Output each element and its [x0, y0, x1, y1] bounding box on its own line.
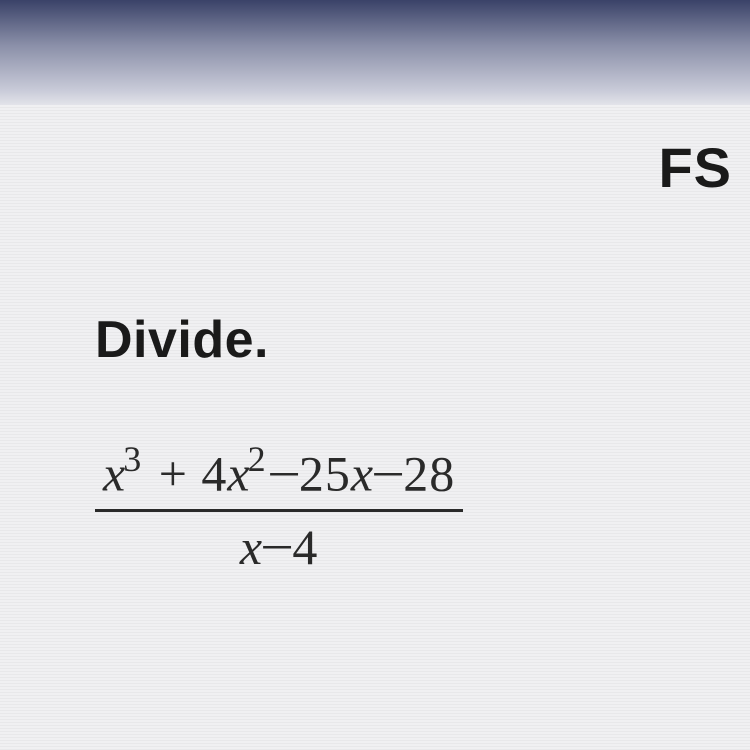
- den-term2-coefficient: 4: [292, 519, 318, 575]
- term1-exponent: 3: [123, 439, 142, 479]
- term3-sign: −: [267, 445, 302, 503]
- term4-sign: −: [371, 445, 406, 503]
- den-term2-sign: −: [260, 518, 295, 576]
- problem-instruction: Divide.: [95, 310, 269, 370]
- term2-sign: +: [145, 446, 201, 502]
- term3-coefficient: 25: [299, 446, 351, 502]
- fraction-bar: [95, 509, 463, 512]
- fraction-expression: x3 + 4x2 − 25x − 28 x − 4: [95, 440, 463, 576]
- numerator: x3 + 4x2 − 25x − 28: [95, 440, 463, 507]
- term4-coefficient: 28: [403, 446, 455, 502]
- term2-coefficient: 4: [201, 446, 227, 502]
- denominator: x − 4: [240, 514, 318, 576]
- term2-exponent: 2: [248, 439, 267, 479]
- content-area: [0, 105, 750, 750]
- header-partial-text: FS: [658, 135, 732, 200]
